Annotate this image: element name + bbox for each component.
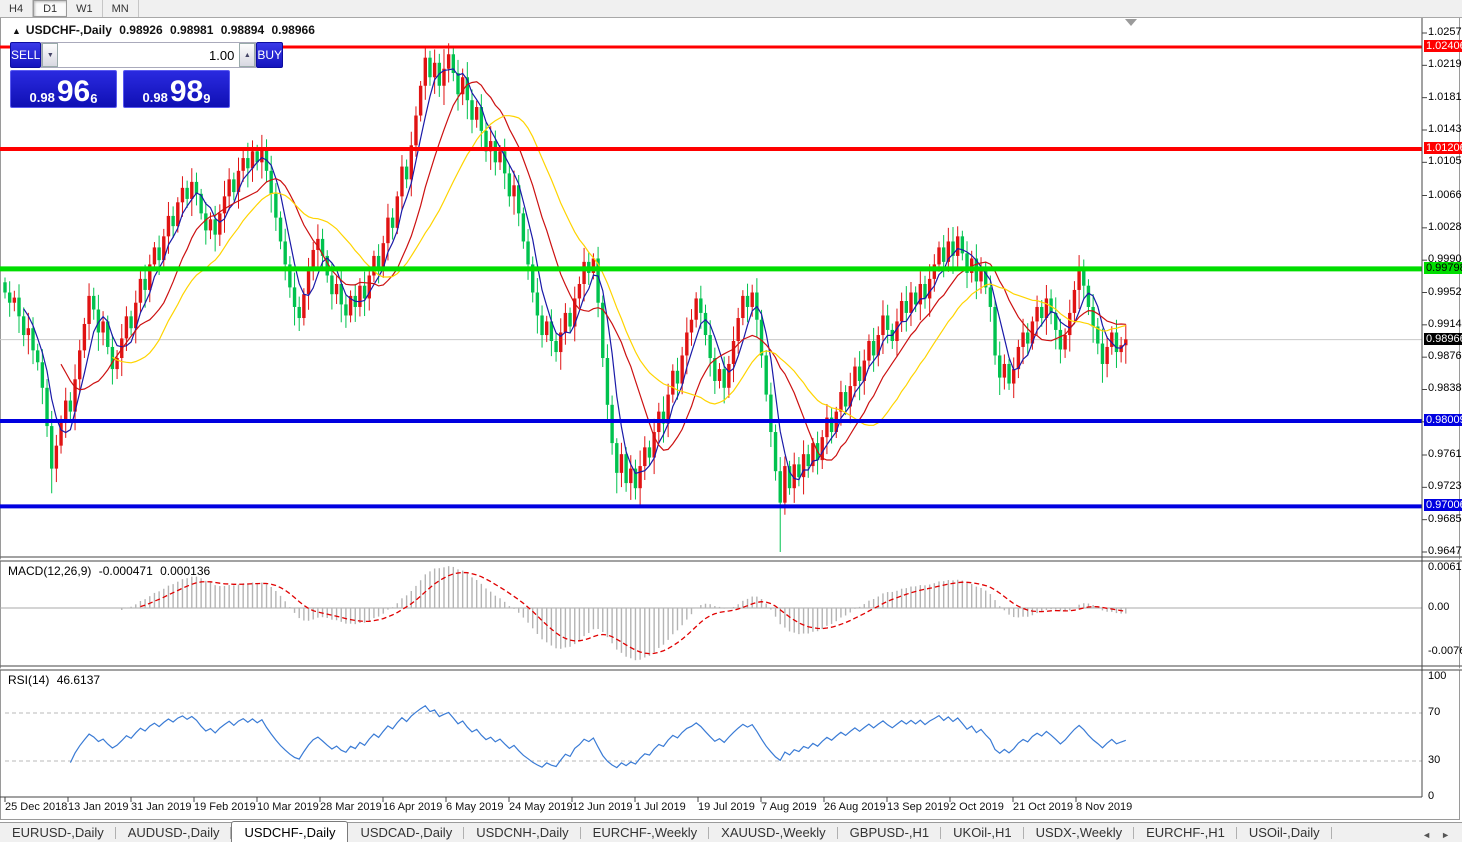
- timeframe-button-mn[interactable]: MN: [103, 0, 139, 17]
- date-tick-label: 7 Aug 2019: [761, 801, 817, 813]
- date-tick-label: 1 Jul 2019: [635, 801, 686, 813]
- buy-price-display[interactable]: 0.98 98 9: [123, 70, 230, 108]
- rsi-label: RSI(14) 46.6137: [8, 673, 104, 687]
- chart-title: ▲ USDCHF-,Daily 0.98926 0.98981 0.98894 0…: [12, 23, 319, 37]
- sell-price-point: 6: [90, 91, 98, 106]
- date-tick-label: 19 Feb 2019: [194, 801, 256, 813]
- price-tick-label: 1.00660: [1428, 188, 1462, 201]
- macd-axis-label: -0.0076123: [1428, 645, 1462, 657]
- chart-tab-eurusd-daily[interactable]: EURUSD-,Daily: [0, 823, 116, 842]
- price-tick-label: 1.01430: [1428, 122, 1462, 135]
- date-tick-label: 12 Jun 2019: [572, 801, 633, 813]
- price-level-badge: 0.97006: [1424, 499, 1462, 512]
- sell-button[interactable]: SELL: [10, 42, 42, 68]
- ohlc-close: 0.98966: [271, 23, 315, 37]
- date-tick-label: 28 Mar 2019: [320, 801, 382, 813]
- macd-name: MACD(12,26,9): [8, 564, 92, 578]
- buy-price-pips: 98: [169, 74, 204, 108]
- date-tick-label: 31 Jan 2019: [131, 801, 192, 813]
- chart-tab-usdx-weekly[interactable]: USDX-,Weekly: [1024, 823, 1135, 842]
- price-level-badge: 0.98966: [1424, 332, 1462, 345]
- tabs-scroll-right-icon[interactable]: ►: [1441, 830, 1450, 840]
- price-tick-label: 1.02190: [1428, 58, 1462, 71]
- volume-box: ▼ ▲: [41, 42, 257, 68]
- chart-tab-eurchf-h1[interactable]: EURCHF-,H1: [1134, 823, 1237, 842]
- chart-tab-usoil-daily[interactable]: USOil-,Daily: [1237, 823, 1332, 842]
- price-tick-label: 1.01810: [1428, 90, 1462, 103]
- rsi-name: RSI(14): [8, 673, 50, 687]
- price-level-badge: 0.99798: [1424, 261, 1462, 274]
- price-tick-label: 1.01050: [1428, 155, 1462, 168]
- chart-tab-gbpusd-h1[interactable]: GBPUSD-,H1: [838, 823, 942, 842]
- price-level-badge: 0.98009: [1424, 414, 1462, 427]
- timeframe-button-h4[interactable]: H4: [0, 0, 34, 17]
- date-tick-label: 13 Sep 2019: [887, 801, 950, 813]
- sell-price-pips: 96: [56, 74, 91, 108]
- date-tick-label: 19 Jul 2019: [698, 801, 755, 813]
- timeframe-toolbar: H4 D1 W1 MN: [0, 0, 1462, 18]
- date-tick-label: 24 May 2019: [509, 801, 573, 813]
- buy-price-point: 9: [203, 91, 211, 106]
- timeframe-button-w1[interactable]: W1: [67, 0, 103, 17]
- ohlc-low: 0.98894: [220, 23, 265, 37]
- rsi-axis-label: 0: [1428, 790, 1435, 802]
- chart-tab-eurchf-weekly[interactable]: EURCHF-,Weekly: [581, 823, 710, 842]
- date-tick-label: 26 Aug 2019: [824, 801, 886, 813]
- ohlc-high: 0.98981: [170, 23, 214, 37]
- date-tick-label: 6 May 2019: [446, 801, 504, 813]
- sell-price-base: 0.98: [29, 90, 55, 105]
- chart-tab-ukoil-h1[interactable]: UKOil-,H1: [941, 823, 1024, 842]
- chart-tab-audusd-daily[interactable]: AUDUSD-,Daily: [116, 823, 232, 842]
- macd-axis-label: 0.00: [1428, 601, 1450, 613]
- chart-tab-usdcad-daily[interactable]: USDCAD-,Daily: [348, 823, 464, 842]
- price-level-badge: 1.02406: [1424, 39, 1462, 52]
- volume-decrease-icon[interactable]: ▼: [42, 43, 59, 67]
- rsi-axis-label: 70: [1428, 706, 1441, 718]
- date-tick-label: 10 Mar 2019: [257, 801, 319, 813]
- date-tick-label: 13 Jan 2019: [68, 801, 129, 813]
- date-tick-label: 16 Apr 2019: [383, 801, 443, 813]
- tabs-scroll-left-icon[interactable]: ◄: [1422, 830, 1432, 840]
- rsi-value: 46.6137: [56, 673, 101, 687]
- date-tick-label: 2 Oct 2019: [950, 801, 1004, 813]
- macd-value-main: -0.000471: [98, 564, 153, 578]
- rsi-axis-label: 30: [1428, 754, 1441, 766]
- price-tick-label: 0.96470: [1428, 545, 1462, 557]
- ohlc-open: 0.98926: [119, 23, 163, 37]
- collapse-panel-icon[interactable]: ▲: [12, 26, 21, 36]
- timeframe-button-d1[interactable]: D1: [33, 0, 68, 17]
- macd-axis-label: 0.00613: [1428, 561, 1462, 573]
- sell-price-display[interactable]: 0.98 96 6: [10, 70, 117, 108]
- date-tick-label: 25 Dec 2018: [5, 801, 68, 813]
- macd-value-signal: 0.000136: [160, 564, 211, 578]
- price-level-badge: 1.01206: [1424, 142, 1462, 155]
- macd-label: MACD(12,26,9) -0.000471 0.000136: [8, 564, 214, 578]
- date-tick-label: 21 Oct 2019: [1013, 801, 1073, 813]
- chart-shift-marker-icon[interactable]: [1125, 19, 1137, 26]
- chart-tab-usdchf-daily[interactable]: USDCHF-,Daily: [231, 821, 349, 842]
- rsi-axis-label: 100: [1428, 670, 1447, 682]
- volume-input[interactable]: [58, 43, 240, 67]
- chart-tabs-bar: EURUSD-,Daily AUDUSD-,Daily USDCHF-,Daily U…: [0, 821, 1462, 842]
- chart-tab-xauusd-weekly[interactable]: XAUUSD-,Weekly: [709, 823, 838, 842]
- chart-tab-usdcnh-daily[interactable]: USDCNH-,Daily: [464, 823, 582, 842]
- symbol-period-label: USDCHF-,Daily: [25, 23, 112, 37]
- date-tick-label: 8 Nov 2019: [1076, 801, 1133, 813]
- price-tick-label: 1.02570: [1428, 26, 1462, 38]
- buy-price-base: 0.98: [142, 90, 168, 105]
- volume-increase-icon[interactable]: ▲: [239, 43, 256, 67]
- buy-button[interactable]: BUY: [256, 42, 284, 68]
